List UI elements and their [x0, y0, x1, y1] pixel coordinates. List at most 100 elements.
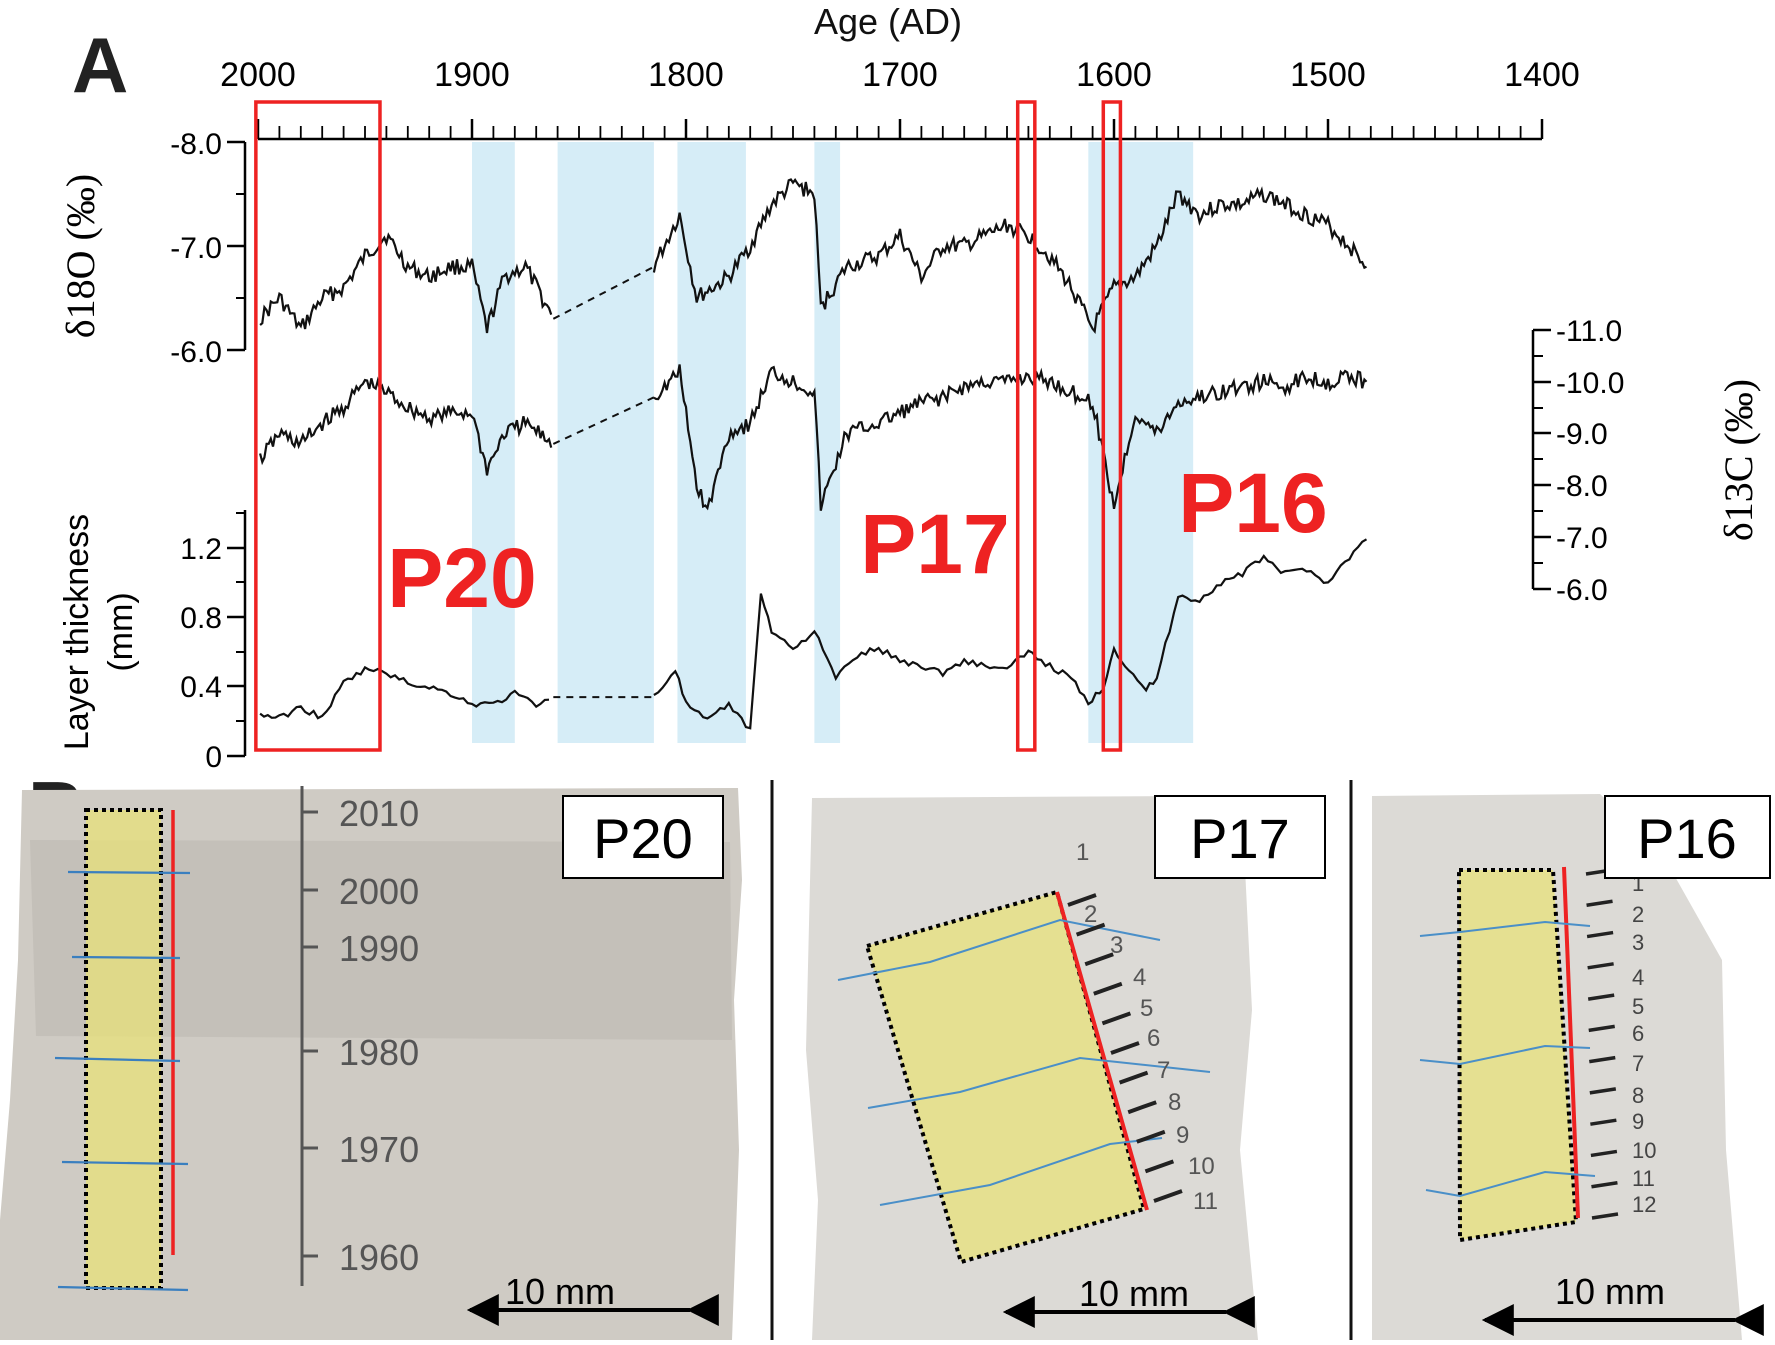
age-tick-1600: 1600: [1076, 56, 1152, 94]
p16-scale-label: 10 mm: [1555, 1271, 1665, 1312]
thickness-tick-2: 0.8: [180, 602, 222, 635]
p17-layer-tick: [1127, 1100, 1157, 1115]
p20-sample-box: [84, 808, 163, 1290]
highlight-windows: [254, 100, 1123, 752]
p20-title: P20: [593, 807, 693, 870]
thickness-axis-label-line2: (mm): [102, 592, 140, 671]
p16-layer-number: 9: [1632, 1109, 1644, 1134]
p16-layer-number: 10: [1632, 1138, 1656, 1163]
d18o-tick-3: -6.0: [170, 336, 222, 369]
p16-red-line: [1562, 866, 1580, 1219]
series-gap-dashed-1: [552, 396, 655, 445]
p17-layer-number: 10: [1188, 1153, 1215, 1180]
p20-year-1980: 1980: [339, 1032, 419, 1073]
p16-sample-box: [1456, 868, 1579, 1243]
p17-layer-number: 11: [1193, 1188, 1218, 1215]
p20-year-2000: 2000: [339, 871, 419, 912]
p17-title: P17: [1190, 807, 1290, 870]
p16-layer-number: 3: [1632, 930, 1644, 955]
sample-p17: 1 2 3 4 5 6 7 8 9 10 11 P17 10 mm: [806, 795, 1326, 1340]
p20-layer-line: [67, 870, 191, 875]
shaded-bands: [472, 142, 1194, 743]
d18o-tick-2: -7.0: [170, 232, 222, 265]
sample-p20: 2010 2000 1990 1980 1970 1960 P20 10 mm: [0, 786, 742, 1340]
p16-layer-number: 6: [1632, 1021, 1644, 1046]
shaded-band: [1088, 142, 1194, 743]
p16-layer-number: 4: [1632, 965, 1644, 990]
sample-p16: 1 2 3 4 5 6 7 8 9 10 11 12 P16 10 mm: [1372, 794, 1771, 1340]
p20-layer-line: [71, 955, 181, 960]
p16-layer-tick: [1589, 1087, 1617, 1095]
p20-year-1960: 1960: [339, 1237, 419, 1278]
panel-a-label: A: [72, 21, 128, 109]
d13c-tick-6: -6.0: [1556, 574, 1608, 607]
p16-layer-ticks: [1585, 868, 1619, 1220]
p16-layer-number: 5: [1632, 994, 1644, 1019]
p17-layer-tick: [1144, 1159, 1175, 1174]
shaded-band: [677, 142, 746, 743]
p16-layer-tick: [1586, 930, 1614, 939]
p16-layer-tick: [1587, 993, 1615, 1001]
p16-title: P16: [1637, 807, 1737, 870]
thickness-tick-3: 0.4: [180, 671, 222, 704]
p20-layer-line: [57, 1285, 189, 1292]
highlight-window-2: [1101, 100, 1123, 752]
highlight-window-1: [1015, 100, 1037, 752]
d13c-tick-3: -9.0: [1556, 418, 1608, 451]
d13c-tick-4: -8.0: [1556, 470, 1608, 503]
p17-layer-number: 1: [1076, 839, 1089, 866]
p20-layer-line: [54, 1056, 181, 1063]
age-tick-1800: 1800: [648, 56, 724, 94]
p20-layer-line: [61, 1160, 189, 1166]
p20-year-1970: 1970: [339, 1129, 419, 1170]
series-line-2-recent: [259, 665, 550, 720]
p17-layer-numbers: 1 2 3 4 5 6 7 8 9 10 11: [1076, 839, 1218, 1215]
d13c-tick-2: -10.0: [1556, 367, 1624, 400]
p17-layer-line: [879, 1137, 1163, 1206]
p17-layer-tick: [1093, 981, 1123, 996]
section-label-p16: P16: [1178, 456, 1327, 550]
p16-layer-tick: [1587, 962, 1614, 970]
p20-year-2010: 2010: [339, 793, 419, 834]
p16-layer-numbers: 1 2 3 4 5 6 7 8 9 10 11 12: [1632, 871, 1656, 1217]
p17-sample-box: [864, 889, 1147, 1265]
thickness-axis: 1.2 0.8 0.4 0 Layer thickness (mm): [58, 510, 247, 774]
p17-layer-number: 3: [1110, 932, 1123, 959]
thickness-tick-4: 0: [205, 741, 222, 774]
age-tick-2000: 2000: [220, 56, 296, 94]
x-axis-title: Age (AD): [814, 1, 962, 42]
p20-scale-label: 10 mm: [505, 1271, 615, 1312]
series-line-1-recent: [259, 376, 553, 476]
age-axis-tick-labels: 2000 1900 1800 1700 1600 1500 1400: [220, 56, 1580, 94]
series-gap-dashed-0: [552, 265, 655, 320]
p17-layer-number: 4: [1133, 964, 1146, 991]
p16-layer-tick: [1589, 1055, 1616, 1064]
section-label-p17: P17: [860, 497, 1009, 591]
series-line-2-older: [653, 538, 1368, 730]
age-tick-1700: 1700: [862, 56, 938, 94]
p16-layer-line: [1425, 1170, 1596, 1198]
d13c-axis: -11.0 -10.0 -9.0 -8.0 -7.0 -6.0 δ13C (‰): [1531, 315, 1761, 607]
p17-layer-number: 2: [1084, 901, 1097, 928]
d13c-tick-1: -11.0: [1556, 315, 1622, 348]
shaded-band: [557, 142, 654, 743]
age-axis-minor-ticks: [278, 126, 1522, 139]
thickness-tick-1: 1.2: [180, 533, 222, 566]
p16-layer-tick: [1588, 1024, 1615, 1033]
series-line-0-recent: [259, 232, 553, 334]
p16-layer-line: [1419, 920, 1591, 937]
p17-layer-tick: [1075, 922, 1106, 937]
p16-title-box: [1604, 795, 1771, 879]
p17-layer-tick: [1084, 952, 1114, 967]
p16-layer-line: [1419, 1044, 1591, 1066]
p17-layer-tick: [1136, 1129, 1166, 1144]
age-tick-1500: 1500: [1290, 56, 1366, 94]
p20-year-1990: 1990: [339, 928, 419, 969]
d18o-tick-1: -8.0: [170, 128, 222, 161]
series-line-1-older: [653, 364, 1368, 511]
p17-layer-tick: [1110, 1041, 1140, 1055]
age-axis-major-ticks: [256, 119, 1544, 139]
p16-layer-tick: [1590, 1149, 1618, 1158]
p17-red-line: [1055, 891, 1149, 1211]
